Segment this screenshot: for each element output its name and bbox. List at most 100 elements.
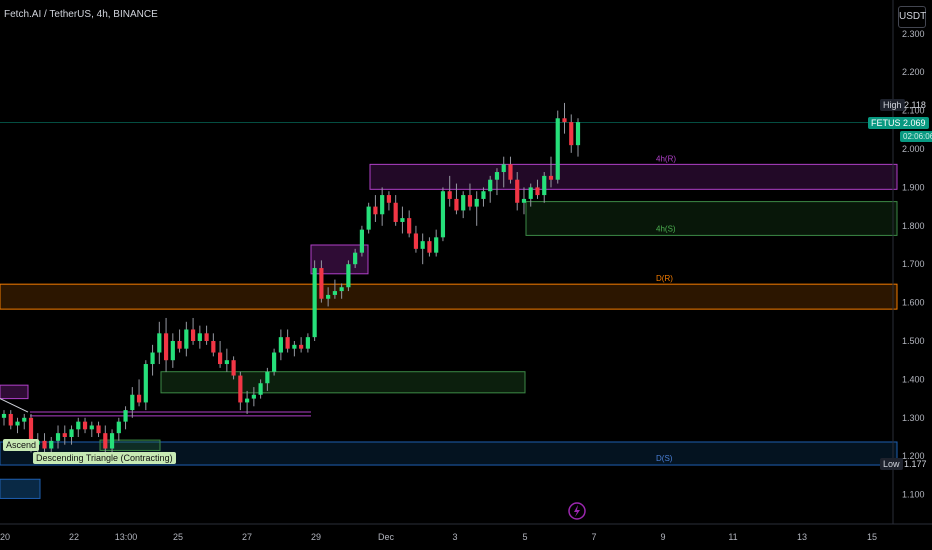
candle-up	[251, 394, 256, 399]
candle-up	[461, 195, 466, 211]
x-tick-label: 13:00	[115, 532, 138, 542]
candle-up	[69, 429, 74, 437]
y-tick-label: 1.700	[902, 259, 925, 269]
chart-title: Fetch.AI / TetherUS, 4h, BINANCE	[4, 9, 158, 20]
x-tick-label: 7	[591, 532, 596, 542]
candle-up	[292, 344, 297, 349]
y-tick-label: 1.100	[902, 490, 925, 500]
candle-up	[157, 333, 162, 353]
y-tick-label: 2.100	[902, 106, 925, 116]
candle-up	[542, 175, 547, 196]
candle-up	[258, 383, 263, 395]
candle-up	[150, 352, 155, 365]
time-axis[interactable]: 20 22 13:00 25 27 29 Dec 3 5 7 9 11 13 15	[0, 532, 877, 542]
candle-down	[96, 425, 101, 434]
low-tag: Low	[880, 458, 903, 470]
left-support-zone[interactable]	[0, 478, 41, 499]
candle-up	[326, 294, 331, 299]
candle-up	[488, 179, 493, 192]
candle-up	[170, 341, 175, 361]
candle-up	[89, 425, 94, 430]
replay-icon[interactable]	[568, 502, 586, 520]
candle-down	[218, 352, 223, 365]
pattern-ascending-label: Ascend	[3, 439, 40, 451]
price-axis[interactable]: 2.300 2.200 2.100 2.000 1.900 1.800 1.700 1.600…	[902, 29, 925, 500]
candle-up	[353, 252, 358, 265]
left-resistance-zone[interactable]	[0, 384, 29, 400]
x-tick-label: Dec	[378, 532, 395, 542]
y-tick-label: 1.300	[902, 413, 925, 423]
pattern-descending-label: Descending Triangle (Contracting)	[33, 452, 176, 464]
x-tick-label: 27	[242, 532, 252, 542]
candle-down	[467, 195, 473, 207]
candle-up	[76, 421, 81, 430]
candle-down	[427, 241, 432, 253]
zone-h4-s[interactable]	[525, 201, 898, 236]
zone-label: 4h(S)	[656, 225, 676, 234]
candle-up	[359, 229, 364, 253]
candle-down	[42, 440, 47, 449]
x-tick-label: 5	[522, 532, 527, 542]
candle-down	[136, 394, 142, 403]
x-tick-label: 13	[797, 532, 807, 542]
candle-down	[82, 421, 88, 430]
high-tag: High	[880, 99, 905, 111]
low-value: 1.177	[904, 459, 927, 469]
candle-up	[332, 291, 337, 295]
candle-down	[103, 433, 108, 449]
currency-selector[interactable]: USDT	[898, 6, 926, 28]
candle-down	[8, 413, 13, 426]
candle-down	[163, 333, 169, 361]
candle-up	[346, 264, 351, 288]
candle-down	[177, 341, 182, 349]
candle-up	[380, 195, 385, 215]
candle-up	[109, 433, 115, 449]
candle-up	[400, 218, 405, 222]
candle-down	[413, 233, 419, 249]
y-tick-label: 1.400	[902, 374, 925, 384]
x-tick-label: 25	[173, 532, 183, 542]
candle-up	[366, 206, 371, 230]
candle-down	[28, 417, 34, 445]
x-tick-label: 22	[69, 532, 79, 542]
candle-down	[386, 195, 392, 203]
candle-up	[494, 172, 500, 180]
y-tick-label: 2.200	[902, 67, 925, 77]
x-tick-label: 15	[867, 532, 877, 542]
candle-up	[55, 433, 61, 441]
candle-up	[339, 287, 344, 292]
candle-down	[204, 333, 209, 341]
candle-up	[15, 421, 20, 426]
x-tick-label: 9	[660, 532, 665, 542]
candle-down	[299, 344, 304, 349]
candle-up	[312, 268, 317, 338]
y-tick-label: 1.900	[902, 182, 925, 192]
y-tick-label: 2.300	[902, 29, 925, 39]
candle-down	[190, 329, 196, 341]
x-tick-label: 3	[452, 532, 457, 542]
zone-label: D(R)	[656, 274, 673, 283]
candle-down	[454, 198, 459, 211]
y-tick-label: 1.500	[902, 336, 925, 346]
zone-d-s[interactable]	[0, 441, 898, 466]
last-price-tag: 2.069	[900, 117, 929, 129]
small-support-zone-2[interactable]	[99, 439, 161, 451]
zone-d-r[interactable]	[0, 283, 898, 310]
candle-up	[481, 191, 486, 199]
candle-up	[474, 198, 479, 207]
candle-down	[238, 375, 243, 403]
x-tick-label: 20	[0, 532, 10, 542]
candle-up	[272, 352, 277, 372]
candle-down	[535, 187, 540, 196]
candle-up	[528, 187, 533, 199]
y-tick-label: 1.800	[902, 221, 925, 231]
candle-down	[407, 218, 412, 234]
candle-down	[373, 206, 378, 215]
zone-h4-r[interactable]	[369, 163, 898, 190]
candle-up	[575, 122, 581, 146]
candle-up	[197, 333, 202, 341]
small-support-zone[interactable]	[160, 371, 526, 394]
candle-layer	[1, 102, 581, 457]
